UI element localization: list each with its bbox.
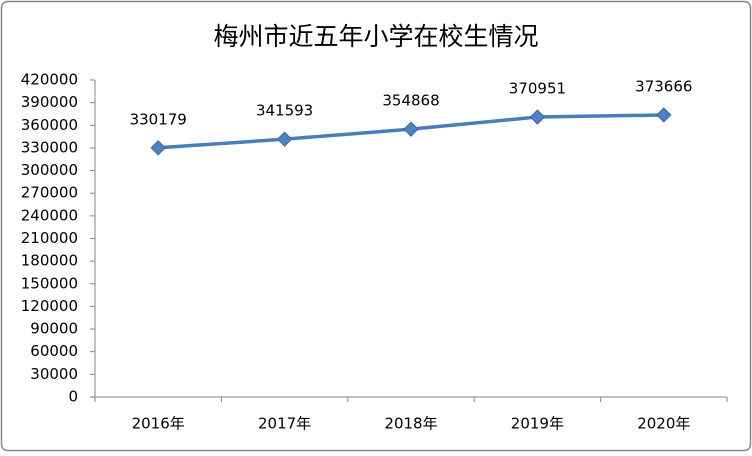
y-tick-label: 360000 [21,116,78,134]
y-tick-label: 0 [68,388,78,406]
chart-title: 梅州市近五年小学在校生情况 [213,22,538,51]
y-tick-label: 60000 [30,342,78,360]
marker [529,109,546,125]
data-label: 341593 [256,102,313,120]
y-tick-label: 120000 [21,297,78,315]
marker [403,121,419,137]
y-tick-label: 420000 [21,71,78,89]
y-tick-label: 270000 [21,184,78,202]
data-label: 370951 [509,80,566,98]
marker [150,140,166,156]
y-tick-label: 90000 [30,320,78,338]
x-tick-label: 2017年 [258,415,311,433]
y-tick-label: 180000 [21,252,78,270]
y-tick-label: 330000 [21,138,78,156]
marker [656,107,672,123]
x-tick-label: 2018年 [384,415,437,433]
data-label: 354868 [382,92,439,110]
x-tick-label: 2019年 [511,415,564,433]
y-tick-label: 210000 [21,229,78,247]
y-tick-label: 390000 [21,93,78,111]
y-tick-label: 150000 [21,274,78,292]
x-tick-label: 2020年 [637,415,690,433]
y-tick-label: 300000 [21,161,78,179]
y-tick-label: 30000 [30,365,78,383]
marker [276,131,293,147]
x-tick-label: 2016年 [132,415,185,433]
data-label: 330179 [130,110,187,128]
y-tick-label: 240000 [21,206,78,224]
data-label: 373666 [635,77,692,95]
